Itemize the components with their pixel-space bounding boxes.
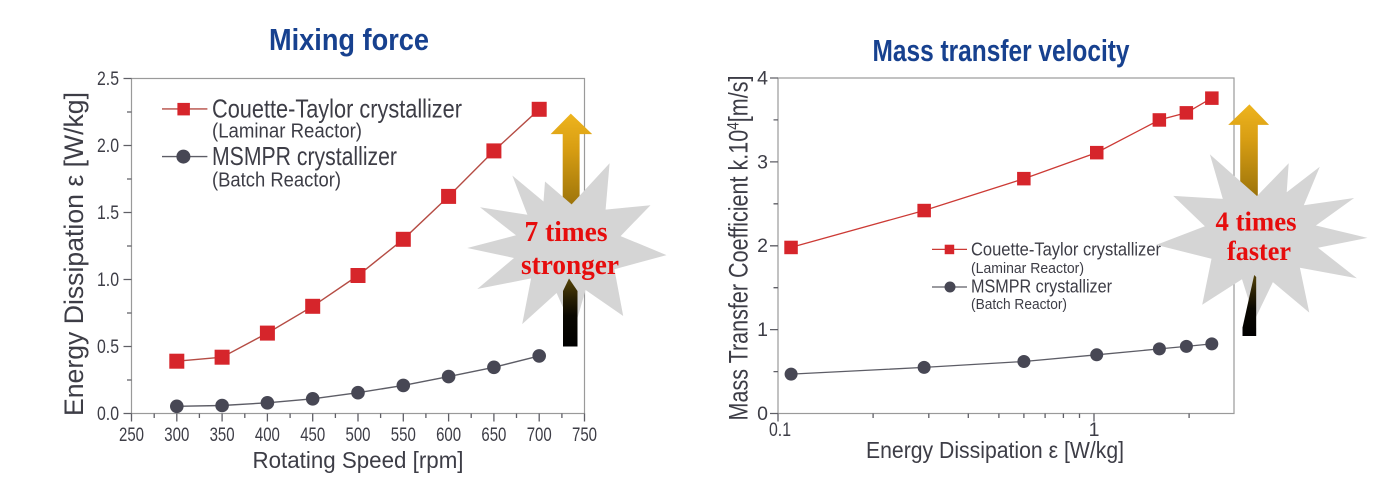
svg-text:350: 350: [210, 424, 235, 446]
svg-text:600: 600: [436, 424, 461, 446]
svg-text:Mass Transfer Coefficient k.10: Mass Transfer Coefficient k.104[m/s]: [724, 76, 754, 421]
svg-text:MSMPR crystallizer: MSMPR crystallizer: [971, 277, 1112, 297]
svg-text:750: 750: [572, 424, 597, 446]
svg-text:550: 550: [391, 424, 416, 446]
svg-text:Mixing force: Mixing force: [269, 22, 429, 57]
svg-text:0.1: 0.1: [769, 419, 791, 441]
svg-text:7 times: 7 times: [525, 217, 608, 248]
svg-text:650: 650: [481, 424, 506, 446]
svg-text:stronger: stronger: [521, 250, 619, 281]
svg-text:(Batch Reactor): (Batch Reactor): [212, 169, 341, 192]
svg-text:500: 500: [346, 424, 371, 446]
svg-text:300: 300: [164, 424, 189, 446]
svg-text:Energy Dissipation ε [W/kg]: Energy Dissipation ε [W/kg]: [866, 437, 1124, 463]
svg-text:1.0: 1.0: [97, 269, 119, 291]
svg-text:4 times: 4 times: [1216, 207, 1297, 237]
svg-text:(Laminar Reactor): (Laminar Reactor): [212, 120, 362, 143]
svg-text:0.0: 0.0: [97, 403, 119, 425]
svg-text:faster: faster: [1227, 236, 1291, 266]
svg-text:1: 1: [757, 319, 768, 341]
svg-text:Rotating Speed [rpm]: Rotating Speed [rpm]: [253, 447, 464, 473]
svg-text:(Batch Reactor): (Batch Reactor): [971, 296, 1067, 313]
svg-text:2: 2: [757, 235, 768, 257]
svg-text:Mass transfer velocity: Mass transfer velocity: [873, 33, 1131, 68]
svg-text:400: 400: [255, 424, 280, 446]
svg-text:250: 250: [119, 424, 144, 446]
svg-text:Energy Dissipation ε [W/kg]: Energy Dissipation ε [W/kg]: [59, 92, 89, 416]
svg-text:4: 4: [757, 68, 768, 90]
svg-text:0: 0: [757, 403, 768, 425]
svg-text:3: 3: [757, 151, 768, 173]
svg-text:450: 450: [300, 424, 325, 446]
svg-text:(Laminar Reactor): (Laminar Reactor): [971, 260, 1084, 277]
svg-text:Couette-Taylor crystallizer: Couette-Taylor crystallizer: [971, 240, 1161, 260]
svg-text:0.5: 0.5: [97, 336, 119, 358]
svg-text:Couette-Taylor crystallizer: Couette-Taylor crystallizer: [212, 94, 462, 124]
svg-text:2.0: 2.0: [97, 135, 119, 157]
svg-text:1.5: 1.5: [97, 202, 119, 224]
svg-text:700: 700: [527, 424, 552, 446]
svg-text:1: 1: [1089, 419, 1100, 441]
svg-text:2.5: 2.5: [97, 68, 119, 90]
svg-text:MSMPR crystallizer: MSMPR crystallizer: [212, 141, 397, 171]
